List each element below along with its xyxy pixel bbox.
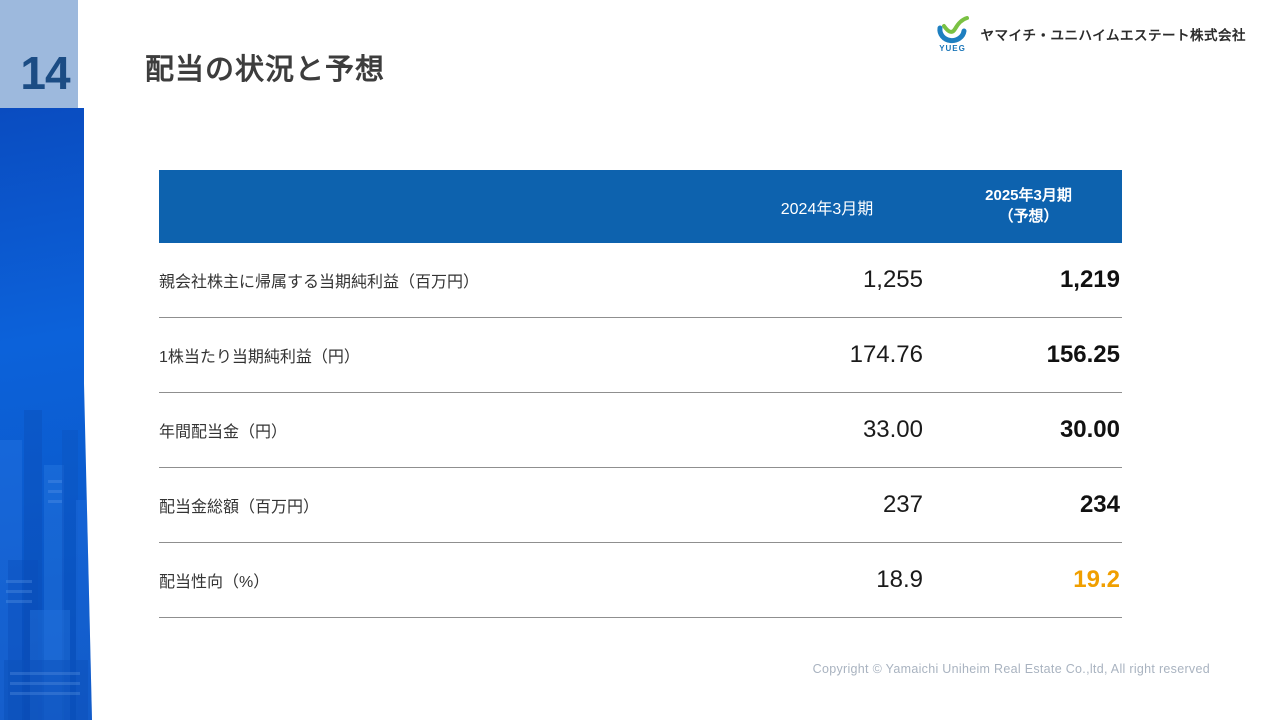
table-header-fy2025-line1: 2025年3月期: [985, 187, 1072, 205]
row-value-fy2024: 174.76: [849, 341, 923, 368]
page-number: 14: [20, 47, 70, 99]
row-value-fy2025: 1,219: [1059, 266, 1120, 293]
dividend-table: 2024年3月期 2025年3月期 （予想） 親会社株主に帰属する当期純利益（百…: [159, 170, 1122, 618]
table-row: 配当性向（%） 18.9 19.2: [159, 543, 1122, 618]
cityscape-image: [0, 410, 92, 720]
row-label: 配当性向（%）: [159, 574, 270, 591]
logo-mark-caption: YUEG: [939, 44, 966, 53]
logo-mark: YUEG: [934, 14, 972, 53]
row-label: 親会社株主に帰属する当期純利益（百万円）: [159, 274, 480, 291]
row-value-fy2024: 237: [882, 491, 923, 518]
logo-mark-icon: [936, 16, 969, 44]
row-value-fy2025: 19.2: [1073, 566, 1120, 593]
row-value-fy2025: 156.25: [1046, 341, 1120, 368]
sidebar-blue-strip: 株主還元: [0, 108, 92, 720]
table-row: 1株当たり当期純利益（円） 174.76 156.25: [159, 318, 1122, 393]
row-label: 配当金総額（百万円）: [159, 499, 320, 516]
row-label: 1株当たり当期純利益（円）: [159, 349, 360, 366]
copyright-notice: Copyright © Yamaichi Uniheim Real Estate…: [812, 662, 1210, 676]
row-value-fy2025: 30.00: [1059, 416, 1120, 443]
row-value-fy2024: 18.9: [876, 566, 923, 593]
row-value-fy2024: 33.00: [862, 416, 923, 443]
table-row: 親会社株主に帰属する当期純利益（百万円） 1,255 1,219: [159, 243, 1122, 318]
logo-company-name: ヤマイチ・ユニハイムエステート株式会社: [980, 27, 1246, 43]
page-number-box: 14: [0, 0, 78, 108]
sidebar-section-label: 株主還元: [82, 140, 104, 248]
company-logo: YUEG ヤマイチ・ユニハイムエステート株式会社: [934, 14, 1246, 53]
sidebar: 株主還元 14: [0, 0, 92, 720]
page-title: 配当の状況と予想: [145, 54, 386, 86]
table-body: 親会社株主に帰属する当期純利益（百万円） 1,255 1,219 1株当たり当期…: [159, 243, 1122, 618]
table-header-fy2025-forecast: 2025年3月期 （予想）: [935, 186, 1122, 227]
row-value-fy2024: 1,255: [862, 266, 923, 293]
table-row: 年間配当金（円） 33.00 30.00: [159, 393, 1122, 468]
table-header-fy2024: 2024年3月期: [780, 200, 874, 218]
row-value-fy2025: 234: [1079, 491, 1120, 518]
row-label: 年間配当金（円）: [159, 424, 288, 441]
table-header-fy2025-line2: （予想）: [998, 207, 1059, 225]
table-row: 配当金総額（百万円） 237 234: [159, 468, 1122, 543]
table-header-row: 2024年3月期 2025年3月期 （予想）: [159, 170, 1122, 243]
